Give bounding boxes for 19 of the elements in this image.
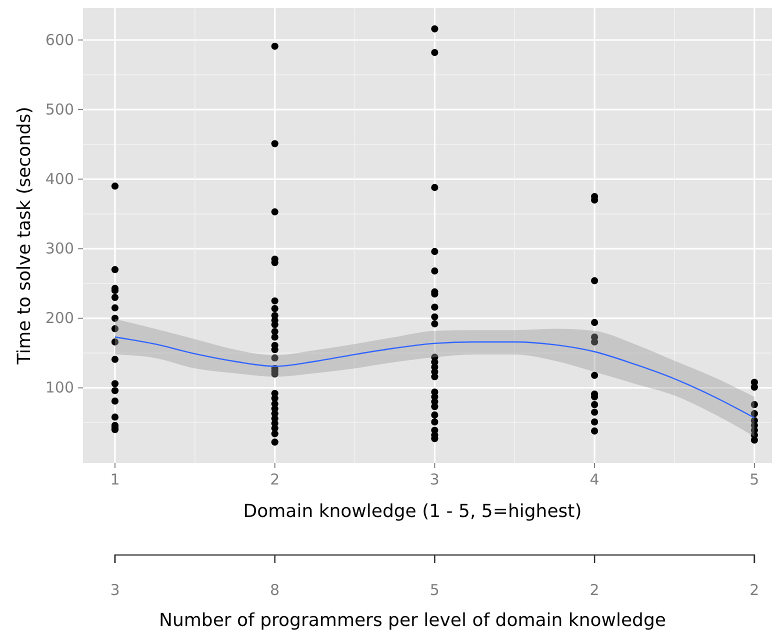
x-axis-title: Domain knowledge (1 - 5, 5=highest)	[243, 501, 582, 522]
y-tick-label: 400	[45, 170, 74, 188]
y-tick-label: 100	[45, 378, 74, 397]
x2-axis-title: Number of programmers per level of domain knowledge	[159, 610, 666, 631]
x-tick-label: 2	[270, 470, 280, 489]
text: 2	[750, 581, 760, 599]
x-tick-label: 5	[750, 470, 760, 489]
text: 3	[110, 581, 120, 599]
text: 8	[270, 581, 280, 599]
y-tick-label: 200	[45, 309, 74, 328]
y-tick-label: 600	[45, 30, 74, 49]
y-tick-label: 500	[45, 100, 74, 118]
y-axis-title: Time to solve task (seconds)	[14, 106, 35, 366]
x-tick-label: 1	[110, 470, 120, 489]
text: 5	[430, 581, 440, 599]
text: 2	[590, 581, 600, 599]
y-tick-label: 300	[45, 240, 74, 258]
x-tick-label: 4	[590, 470, 600, 489]
x-tick-label: 3	[430, 470, 440, 489]
